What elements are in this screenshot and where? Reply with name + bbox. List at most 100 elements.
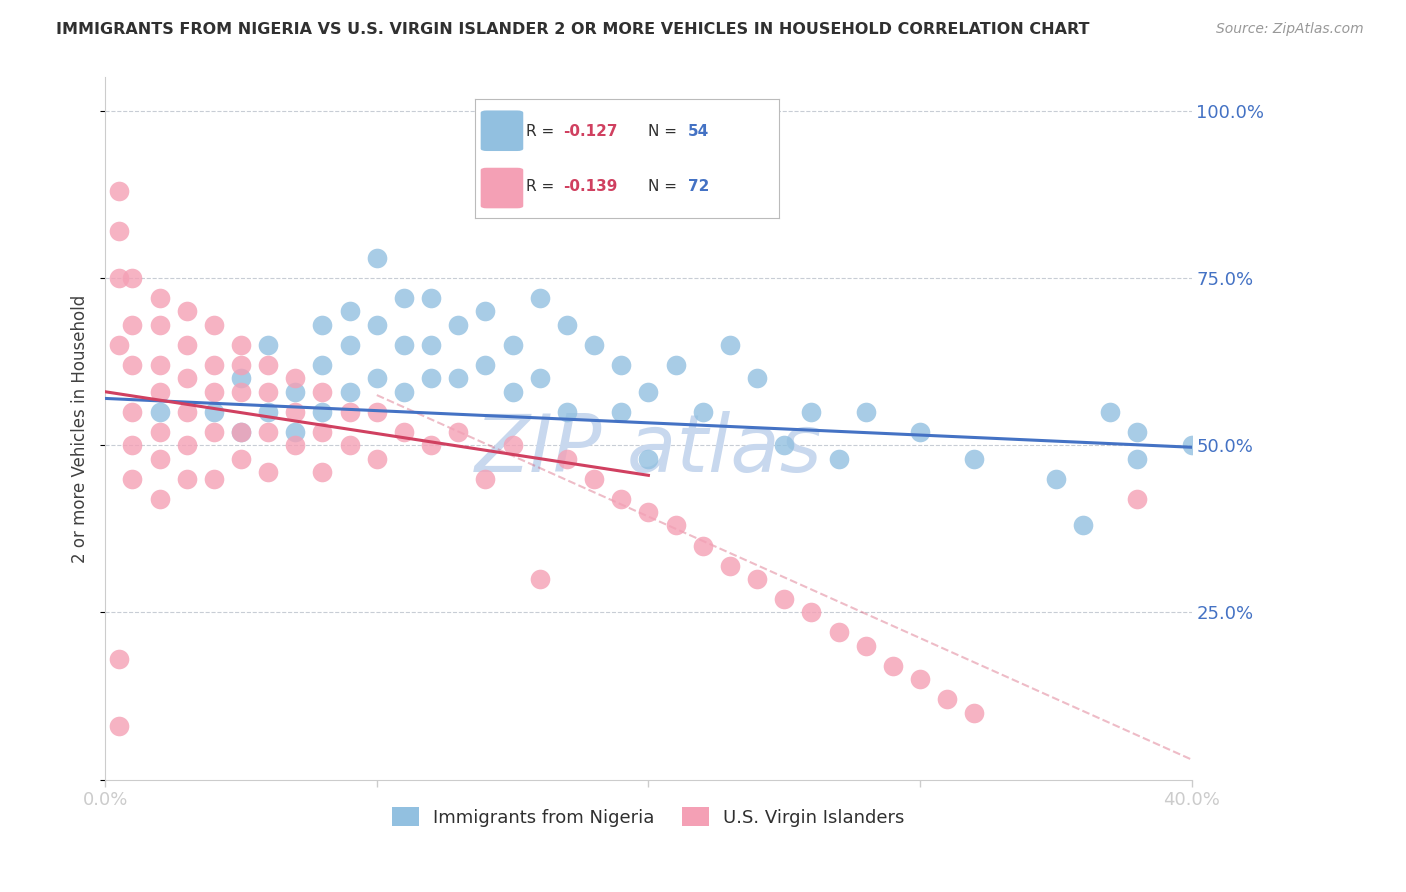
Point [637, 505, 659, 519]
Text: Source: ZipAtlas.com: Source: ZipAtlas.com [1216, 22, 1364, 37]
Point [229, 451, 252, 466]
Point [855, 405, 877, 419]
Point [202, 405, 225, 419]
Point [963, 706, 986, 720]
Point [664, 518, 686, 533]
Point [257, 425, 280, 439]
Point [148, 425, 170, 439]
Point [1126, 491, 1149, 506]
Point [311, 318, 333, 332]
Point [392, 384, 415, 399]
Point [284, 425, 307, 439]
Point [148, 451, 170, 466]
Point [420, 338, 443, 352]
Point [148, 384, 170, 399]
Point [311, 465, 333, 479]
Point [474, 304, 496, 318]
Point [392, 291, 415, 305]
Point [202, 358, 225, 372]
Point [202, 425, 225, 439]
Point [284, 371, 307, 385]
Point [745, 371, 768, 385]
Point [284, 405, 307, 419]
Point [107, 224, 129, 238]
Point [583, 338, 606, 352]
Point [637, 451, 659, 466]
Point [502, 338, 524, 352]
Point [908, 425, 931, 439]
Point [121, 438, 143, 452]
Point [692, 405, 714, 419]
Text: ZIP atlas: ZIP atlas [475, 410, 823, 489]
Point [339, 338, 361, 352]
Point [176, 405, 198, 419]
Point [148, 291, 170, 305]
Point [827, 451, 849, 466]
Point [800, 606, 823, 620]
Point [718, 558, 741, 573]
Point [963, 451, 986, 466]
Point [229, 384, 252, 399]
Point [800, 405, 823, 419]
Point [420, 438, 443, 452]
Point [311, 384, 333, 399]
Point [366, 318, 388, 332]
Point [339, 384, 361, 399]
Point [583, 472, 606, 486]
Point [447, 318, 470, 332]
Point [474, 472, 496, 486]
Point [610, 491, 633, 506]
Point [392, 425, 415, 439]
Point [773, 592, 796, 607]
Point [555, 405, 578, 419]
Point [107, 719, 129, 733]
Point [121, 472, 143, 486]
Point [176, 472, 198, 486]
Point [176, 371, 198, 385]
Point [420, 291, 443, 305]
Point [392, 338, 415, 352]
Point [882, 659, 904, 673]
Point [1126, 425, 1149, 439]
Point [366, 251, 388, 265]
Point [420, 371, 443, 385]
Point [257, 358, 280, 372]
Point [176, 338, 198, 352]
Point [257, 465, 280, 479]
Point [827, 625, 849, 640]
Point [284, 384, 307, 399]
Point [610, 405, 633, 419]
Text: IMMIGRANTS FROM NIGERIA VS U.S. VIRGIN ISLANDER 2 OR MORE VEHICLES IN HOUSEHOLD : IMMIGRANTS FROM NIGERIA VS U.S. VIRGIN I… [56, 22, 1090, 37]
Point [148, 358, 170, 372]
Point [229, 358, 252, 372]
Point [529, 371, 551, 385]
Point [447, 425, 470, 439]
Point [176, 438, 198, 452]
Point [107, 338, 129, 352]
Point [447, 371, 470, 385]
Point [107, 184, 129, 198]
Point [718, 338, 741, 352]
Point [121, 405, 143, 419]
Point [908, 673, 931, 687]
Point [202, 384, 225, 399]
Point [502, 384, 524, 399]
Point [366, 405, 388, 419]
Legend: Immigrants from Nigeria, U.S. Virgin Islanders: Immigrants from Nigeria, U.S. Virgin Isl… [385, 800, 912, 834]
Point [773, 438, 796, 452]
Point [555, 451, 578, 466]
Point [339, 438, 361, 452]
Point [121, 318, 143, 332]
Point [311, 425, 333, 439]
Point [1126, 451, 1149, 466]
Point [229, 338, 252, 352]
Point [257, 338, 280, 352]
Point [311, 405, 333, 419]
Point [855, 639, 877, 653]
Point [107, 271, 129, 285]
Point [1099, 405, 1122, 419]
Point [555, 318, 578, 332]
Point [257, 384, 280, 399]
Point [637, 384, 659, 399]
Point [121, 271, 143, 285]
